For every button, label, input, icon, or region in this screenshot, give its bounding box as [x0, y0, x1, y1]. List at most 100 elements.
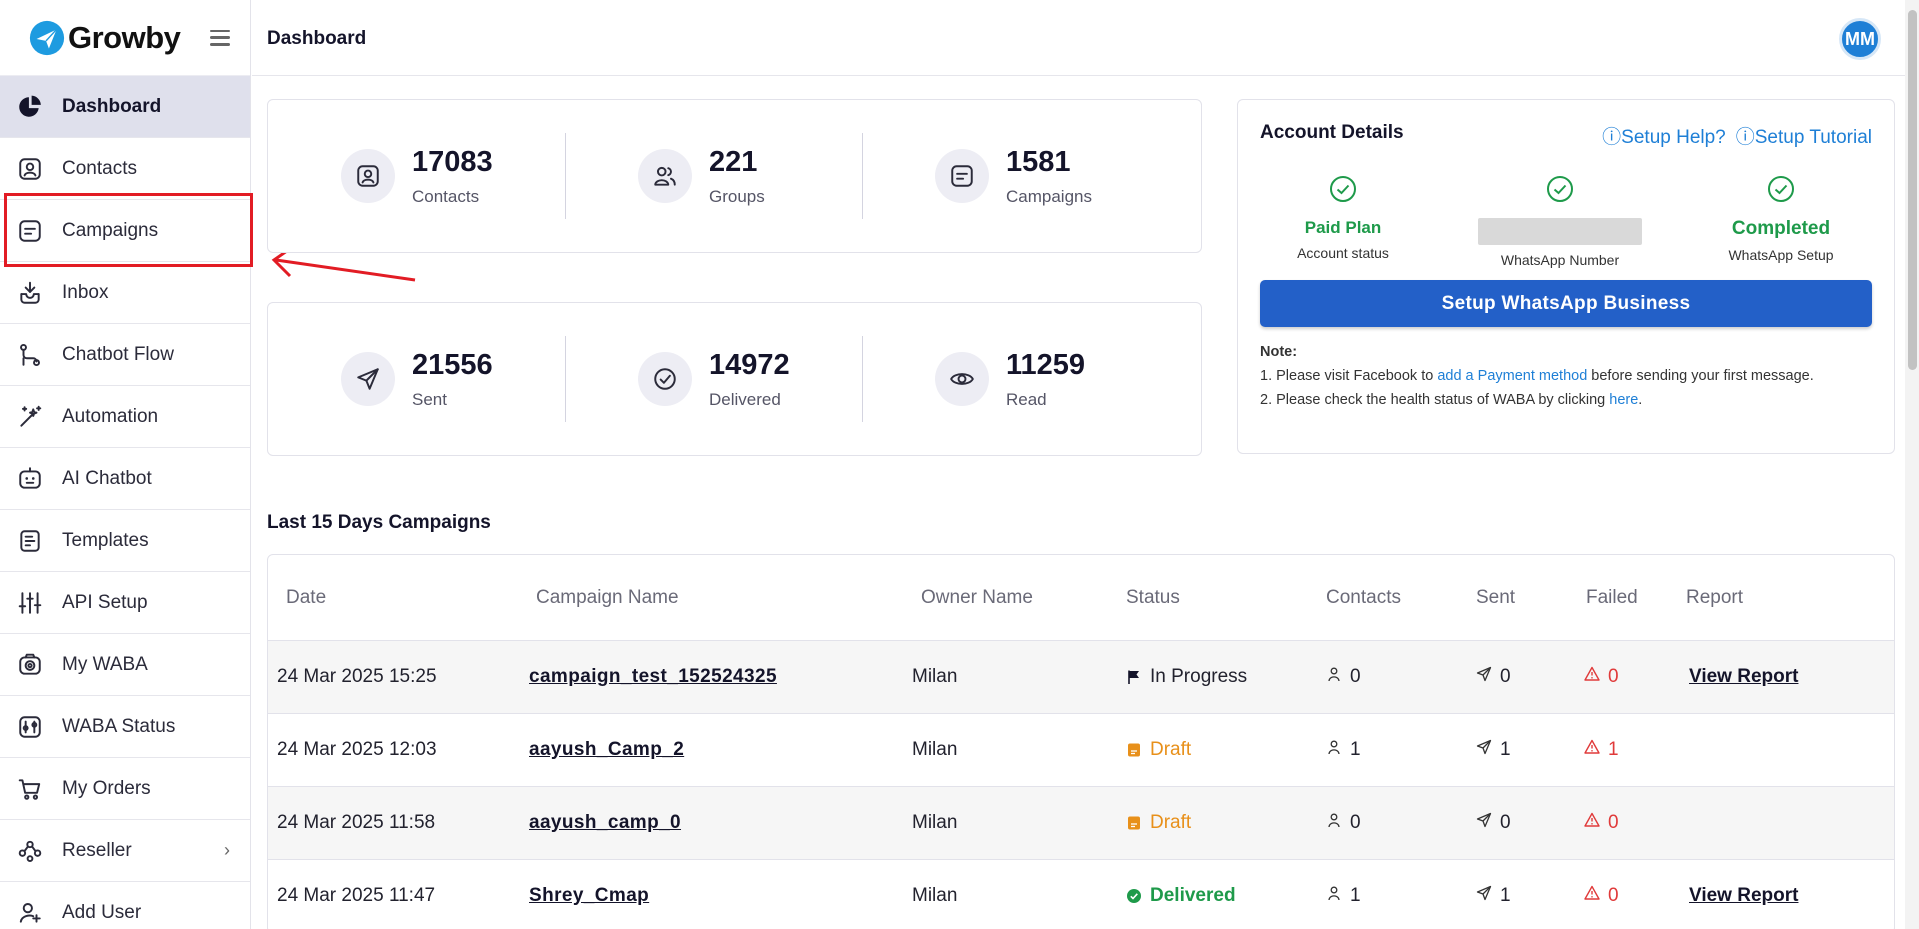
- cell-owner: Milan: [912, 739, 958, 760]
- sidebar-item-label: WABA Status: [62, 715, 176, 737]
- check-circle-icon: [1547, 176, 1573, 202]
- stat-label: Sent: [412, 389, 447, 409]
- cell-status: In Progress: [1126, 666, 1247, 688]
- sidebar-item-reseller[interactable]: Reseller ›: [0, 820, 250, 882]
- contact-icon: [341, 149, 395, 203]
- column-header-report[interactable]: Report: [1686, 586, 1744, 608]
- sidebar-item-label: Templates: [62, 529, 149, 551]
- sidebar-item-add-user[interactable]: Add User: [0, 882, 250, 929]
- column-header-failed[interactable]: Failed: [1586, 586, 1638, 608]
- send-icon: [1476, 812, 1492, 834]
- column-header-date[interactable]: Date: [286, 586, 327, 608]
- top-header: Dashboard MM: [252, 0, 1919, 76]
- waba-health-here-link[interactable]: here: [1609, 392, 1639, 408]
- magic-wand-icon: [16, 403, 44, 431]
- stat-value: 221: [709, 145, 758, 178]
- stat-contacts: 17083 Contacts: [268, 133, 565, 219]
- menu-toggle-icon[interactable]: [210, 29, 231, 46]
- stat-sent: 21556 Sent: [268, 336, 565, 422]
- cell-sent: 0: [1476, 812, 1511, 834]
- setup-status: Completed: [1731, 218, 1831, 239]
- whatsapp-number-block: WhatsApp Number: [1460, 175, 1660, 268]
- column-header-owner-name[interactable]: Owner Name: [921, 586, 1033, 608]
- sidebar-item-label: Reseller: [62, 839, 132, 861]
- note-line-2: 2. Please check the health status of WAB…: [1260, 392, 1643, 408]
- sidebar-item-label: My Orders: [62, 777, 151, 799]
- cell-failed: 1: [1584, 739, 1619, 761]
- user-icon: [1326, 666, 1342, 688]
- note-line-1: 1. Please visit Facebook to add a Paymen…: [1260, 368, 1814, 384]
- draft-icon: [1128, 743, 1140, 757]
- cell-sent: 0: [1476, 666, 1511, 688]
- add-payment-method-link[interactable]: add a Payment method: [1437, 368, 1588, 384]
- column-header-contacts[interactable]: Contacts: [1326, 586, 1401, 608]
- cell-failed: 0: [1584, 885, 1619, 907]
- eye-icon: [935, 352, 989, 406]
- sidebar-item-ai-chatbot[interactable]: AI Chatbot: [0, 448, 250, 510]
- stat-value: 1581: [1006, 145, 1071, 178]
- column-header-campaign-name[interactable]: Campaign Name: [536, 586, 679, 608]
- cell-owner: Milan: [912, 666, 958, 687]
- cell-owner: Milan: [912, 812, 958, 833]
- setup-tutorial-link[interactable]: ⓘSetup Tutorial: [1735, 127, 1872, 148]
- inbox-icon: [16, 279, 44, 307]
- check-circle-icon: [1768, 176, 1794, 202]
- cell-date: 24 Mar 2025 11:47: [277, 885, 436, 906]
- setup-help-link[interactable]: ⓘSetup Help?: [1602, 127, 1726, 148]
- account-note: Note: 1. Please visit Facebook to add a …: [1260, 340, 1870, 412]
- brand-name: Growby: [68, 19, 181, 55]
- user-avatar[interactable]: MM: [1839, 18, 1881, 60]
- campaign-name-link[interactable]: aayush_Camp_2: [529, 739, 685, 760]
- whatsapp-setup-block: Completed WhatsApp Setup: [1681, 175, 1881, 263]
- column-header-status[interactable]: Status: [1126, 586, 1180, 608]
- stat-groups: 221 Groups: [565, 133, 862, 219]
- add-user-icon: [16, 899, 44, 927]
- check-circle-icon: [1127, 889, 1141, 903]
- warning-icon: [1584, 885, 1600, 907]
- campaign-name-link[interactable]: Shrey_Cmap: [529, 885, 650, 906]
- stat-label: Campaigns: [1006, 186, 1092, 206]
- sidebar-item-label: Chatbot Flow: [62, 343, 174, 365]
- setup-whatsapp-business-button[interactable]: Setup WhatsApp Business: [1260, 280, 1872, 327]
- cell-sent: 1: [1476, 885, 1511, 907]
- sidebar-item-automation[interactable]: Automation: [0, 386, 250, 448]
- sidebar-item-label: Add User: [62, 901, 142, 923]
- cell-date: 24 Mar 2025 11:58: [277, 812, 436, 833]
- stat-label: Delivered: [709, 389, 781, 409]
- sliders-icon: [16, 589, 44, 617]
- status-text: Draft: [1150, 812, 1192, 833]
- sidebar-item-campaigns[interactable]: Campaigns: [0, 200, 250, 262]
- sidebar-item-label: Dashboard: [62, 95, 162, 117]
- table-header: Date Campaign Name Owner Name Status Contact…: [268, 555, 1894, 641]
- sidebar-item-api-setup[interactable]: API Setup: [0, 572, 250, 634]
- cell-status: Draft: [1126, 812, 1191, 834]
- table-row: 24 Mar 2025 15:25 campaign_test_15252432…: [268, 641, 1894, 714]
- sidebar-item-contacts[interactable]: Contacts: [0, 138, 250, 200]
- account-details-card: Account Details ⓘSetup Help? ⓘSetup Tuto…: [1237, 99, 1895, 454]
- redacted-phone-number: [1478, 218, 1642, 245]
- sidebar-item-inbox[interactable]: Inbox: [0, 262, 250, 324]
- table-row: 24 Mar 2025 11:58 aayush_camp_0 Milan Dr…: [268, 787, 1894, 860]
- stat-value: 11259: [1006, 348, 1086, 381]
- view-report-link[interactable]: View Report: [1689, 885, 1799, 906]
- campaign-name-link[interactable]: campaign_test_152524325: [529, 666, 777, 687]
- sidebar-item-dashboard[interactable]: Dashboard: [0, 76, 250, 138]
- waba-icon: [16, 651, 44, 679]
- sidebar-item-chatbot-flow[interactable]: Chatbot Flow: [0, 324, 250, 386]
- page-scrollbar[interactable]: [1905, 0, 1919, 929]
- column-header-sent[interactable]: Sent: [1476, 586, 1516, 608]
- status-text: Draft: [1150, 739, 1192, 760]
- sidebar-item-waba-status[interactable]: WABA Status: [0, 696, 250, 758]
- send-icon: [341, 352, 395, 406]
- waba-status-icon: [16, 713, 44, 741]
- sidebar-item-my-orders[interactable]: My Orders: [0, 758, 250, 820]
- scrollbar-thumb[interactable]: [1908, 10, 1917, 370]
- cell-failed: 0: [1584, 812, 1619, 834]
- cell-date: 24 Mar 2025 15:25: [277, 666, 437, 687]
- view-report-link[interactable]: View Report: [1689, 666, 1799, 687]
- campaign-name-link[interactable]: aayush_camp_0: [529, 812, 682, 833]
- brand: Growby: [0, 0, 250, 76]
- stat-campaigns: 1581 Campaigns: [862, 133, 1159, 219]
- sidebar-item-my-waba[interactable]: My WABA: [0, 634, 250, 696]
- sidebar-item-templates[interactable]: Templates: [0, 510, 250, 572]
